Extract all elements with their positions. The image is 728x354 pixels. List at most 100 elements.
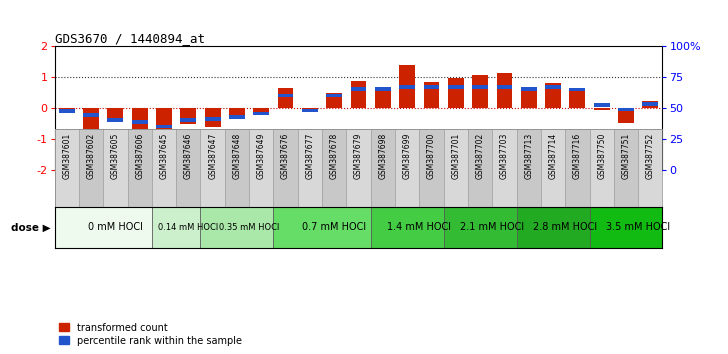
Bar: [302, 108, 318, 110]
Bar: [200, 129, 225, 207]
Bar: [326, 94, 342, 97]
Bar: [448, 85, 464, 89]
Bar: [205, 108, 221, 126]
Bar: [205, 117, 221, 121]
Text: GSM387751: GSM387751: [622, 133, 630, 179]
Bar: [351, 81, 366, 108]
Text: GSM387605: GSM387605: [111, 133, 120, 179]
Text: GSM387677: GSM387677: [306, 133, 314, 179]
Text: GSM387606: GSM387606: [135, 133, 144, 179]
Text: GSM387700: GSM387700: [427, 133, 436, 179]
Bar: [590, 129, 614, 207]
Bar: [326, 93, 342, 108]
Bar: [108, 108, 123, 121]
Bar: [229, 115, 245, 119]
Bar: [132, 120, 148, 124]
Text: GSM387648: GSM387648: [232, 133, 242, 179]
Text: GSM387713: GSM387713: [524, 133, 533, 179]
Bar: [443, 207, 517, 248]
Bar: [127, 129, 152, 207]
Legend: transformed count, percentile rank within the sample: transformed count, percentile rank withi…: [60, 323, 242, 346]
Bar: [614, 129, 638, 207]
Bar: [103, 129, 127, 207]
Bar: [594, 108, 609, 110]
Bar: [302, 109, 318, 112]
Text: GSM387678: GSM387678: [330, 133, 339, 179]
Bar: [83, 108, 99, 159]
Bar: [277, 94, 293, 97]
Bar: [395, 129, 419, 207]
Text: GSM387701: GSM387701: [451, 133, 460, 179]
Bar: [200, 207, 274, 248]
Bar: [274, 129, 298, 207]
Text: GSM387646: GSM387646: [184, 133, 193, 179]
Bar: [545, 85, 561, 89]
Bar: [176, 129, 200, 207]
Text: GSM387703: GSM387703: [500, 133, 509, 179]
Text: 1.4 mM HOCl: 1.4 mM HOCl: [387, 222, 451, 233]
Text: GSM387698: GSM387698: [379, 133, 387, 179]
Bar: [594, 103, 609, 107]
Bar: [156, 125, 172, 129]
Bar: [253, 112, 269, 115]
Text: 0.7 mM HOCl: 0.7 mM HOCl: [302, 222, 366, 233]
Text: GSM387601: GSM387601: [63, 133, 71, 179]
Bar: [443, 129, 468, 207]
Text: GSM387716: GSM387716: [573, 133, 582, 179]
Text: GSM387647: GSM387647: [208, 133, 217, 179]
Text: GSM387699: GSM387699: [403, 133, 411, 179]
Bar: [322, 129, 347, 207]
Text: GSM387752: GSM387752: [646, 133, 654, 179]
Bar: [569, 88, 585, 108]
Bar: [468, 129, 492, 207]
Text: 0.35 mM HOCl: 0.35 mM HOCl: [219, 223, 280, 232]
Bar: [347, 129, 371, 207]
Bar: [399, 85, 415, 89]
Bar: [132, 108, 148, 131]
Bar: [492, 129, 517, 207]
Bar: [472, 85, 488, 89]
Bar: [545, 82, 561, 108]
Text: GSM387649: GSM387649: [257, 133, 266, 179]
Bar: [419, 129, 443, 207]
Text: GSM387679: GSM387679: [354, 133, 363, 179]
Text: 0 mM HOCl: 0 mM HOCl: [88, 222, 143, 233]
Text: dose ▶: dose ▶: [12, 222, 51, 233]
Bar: [590, 207, 662, 248]
Bar: [55, 207, 152, 248]
Bar: [521, 88, 537, 108]
Bar: [181, 108, 197, 124]
Bar: [496, 73, 513, 108]
Bar: [371, 207, 443, 248]
Text: 2.1 mM HOCl: 2.1 mM HOCl: [460, 222, 524, 233]
Text: GDS3670 / 1440894_at: GDS3670 / 1440894_at: [55, 32, 205, 45]
Bar: [448, 78, 464, 108]
Bar: [229, 108, 245, 117]
Bar: [638, 129, 662, 207]
Bar: [277, 88, 293, 108]
Bar: [618, 108, 634, 112]
Bar: [642, 101, 658, 108]
Bar: [83, 113, 99, 116]
Bar: [249, 129, 274, 207]
Bar: [108, 118, 123, 121]
Bar: [274, 207, 371, 248]
Text: 3.5 mM HOCl: 3.5 mM HOCl: [606, 222, 670, 233]
Bar: [521, 87, 537, 91]
Text: 2.8 mM HOCl: 2.8 mM HOCl: [533, 222, 597, 233]
Bar: [59, 109, 75, 113]
Text: GSM387714: GSM387714: [549, 133, 558, 179]
Bar: [541, 129, 565, 207]
Bar: [55, 129, 79, 207]
Text: GSM387602: GSM387602: [87, 133, 95, 179]
Bar: [79, 129, 103, 207]
Bar: [298, 129, 322, 207]
Bar: [569, 87, 585, 91]
Text: GSM387702: GSM387702: [475, 133, 485, 179]
Bar: [253, 108, 269, 114]
Bar: [517, 129, 541, 207]
Bar: [59, 108, 75, 110]
Bar: [225, 129, 249, 207]
Text: GSM387676: GSM387676: [281, 133, 290, 179]
Bar: [152, 129, 176, 207]
